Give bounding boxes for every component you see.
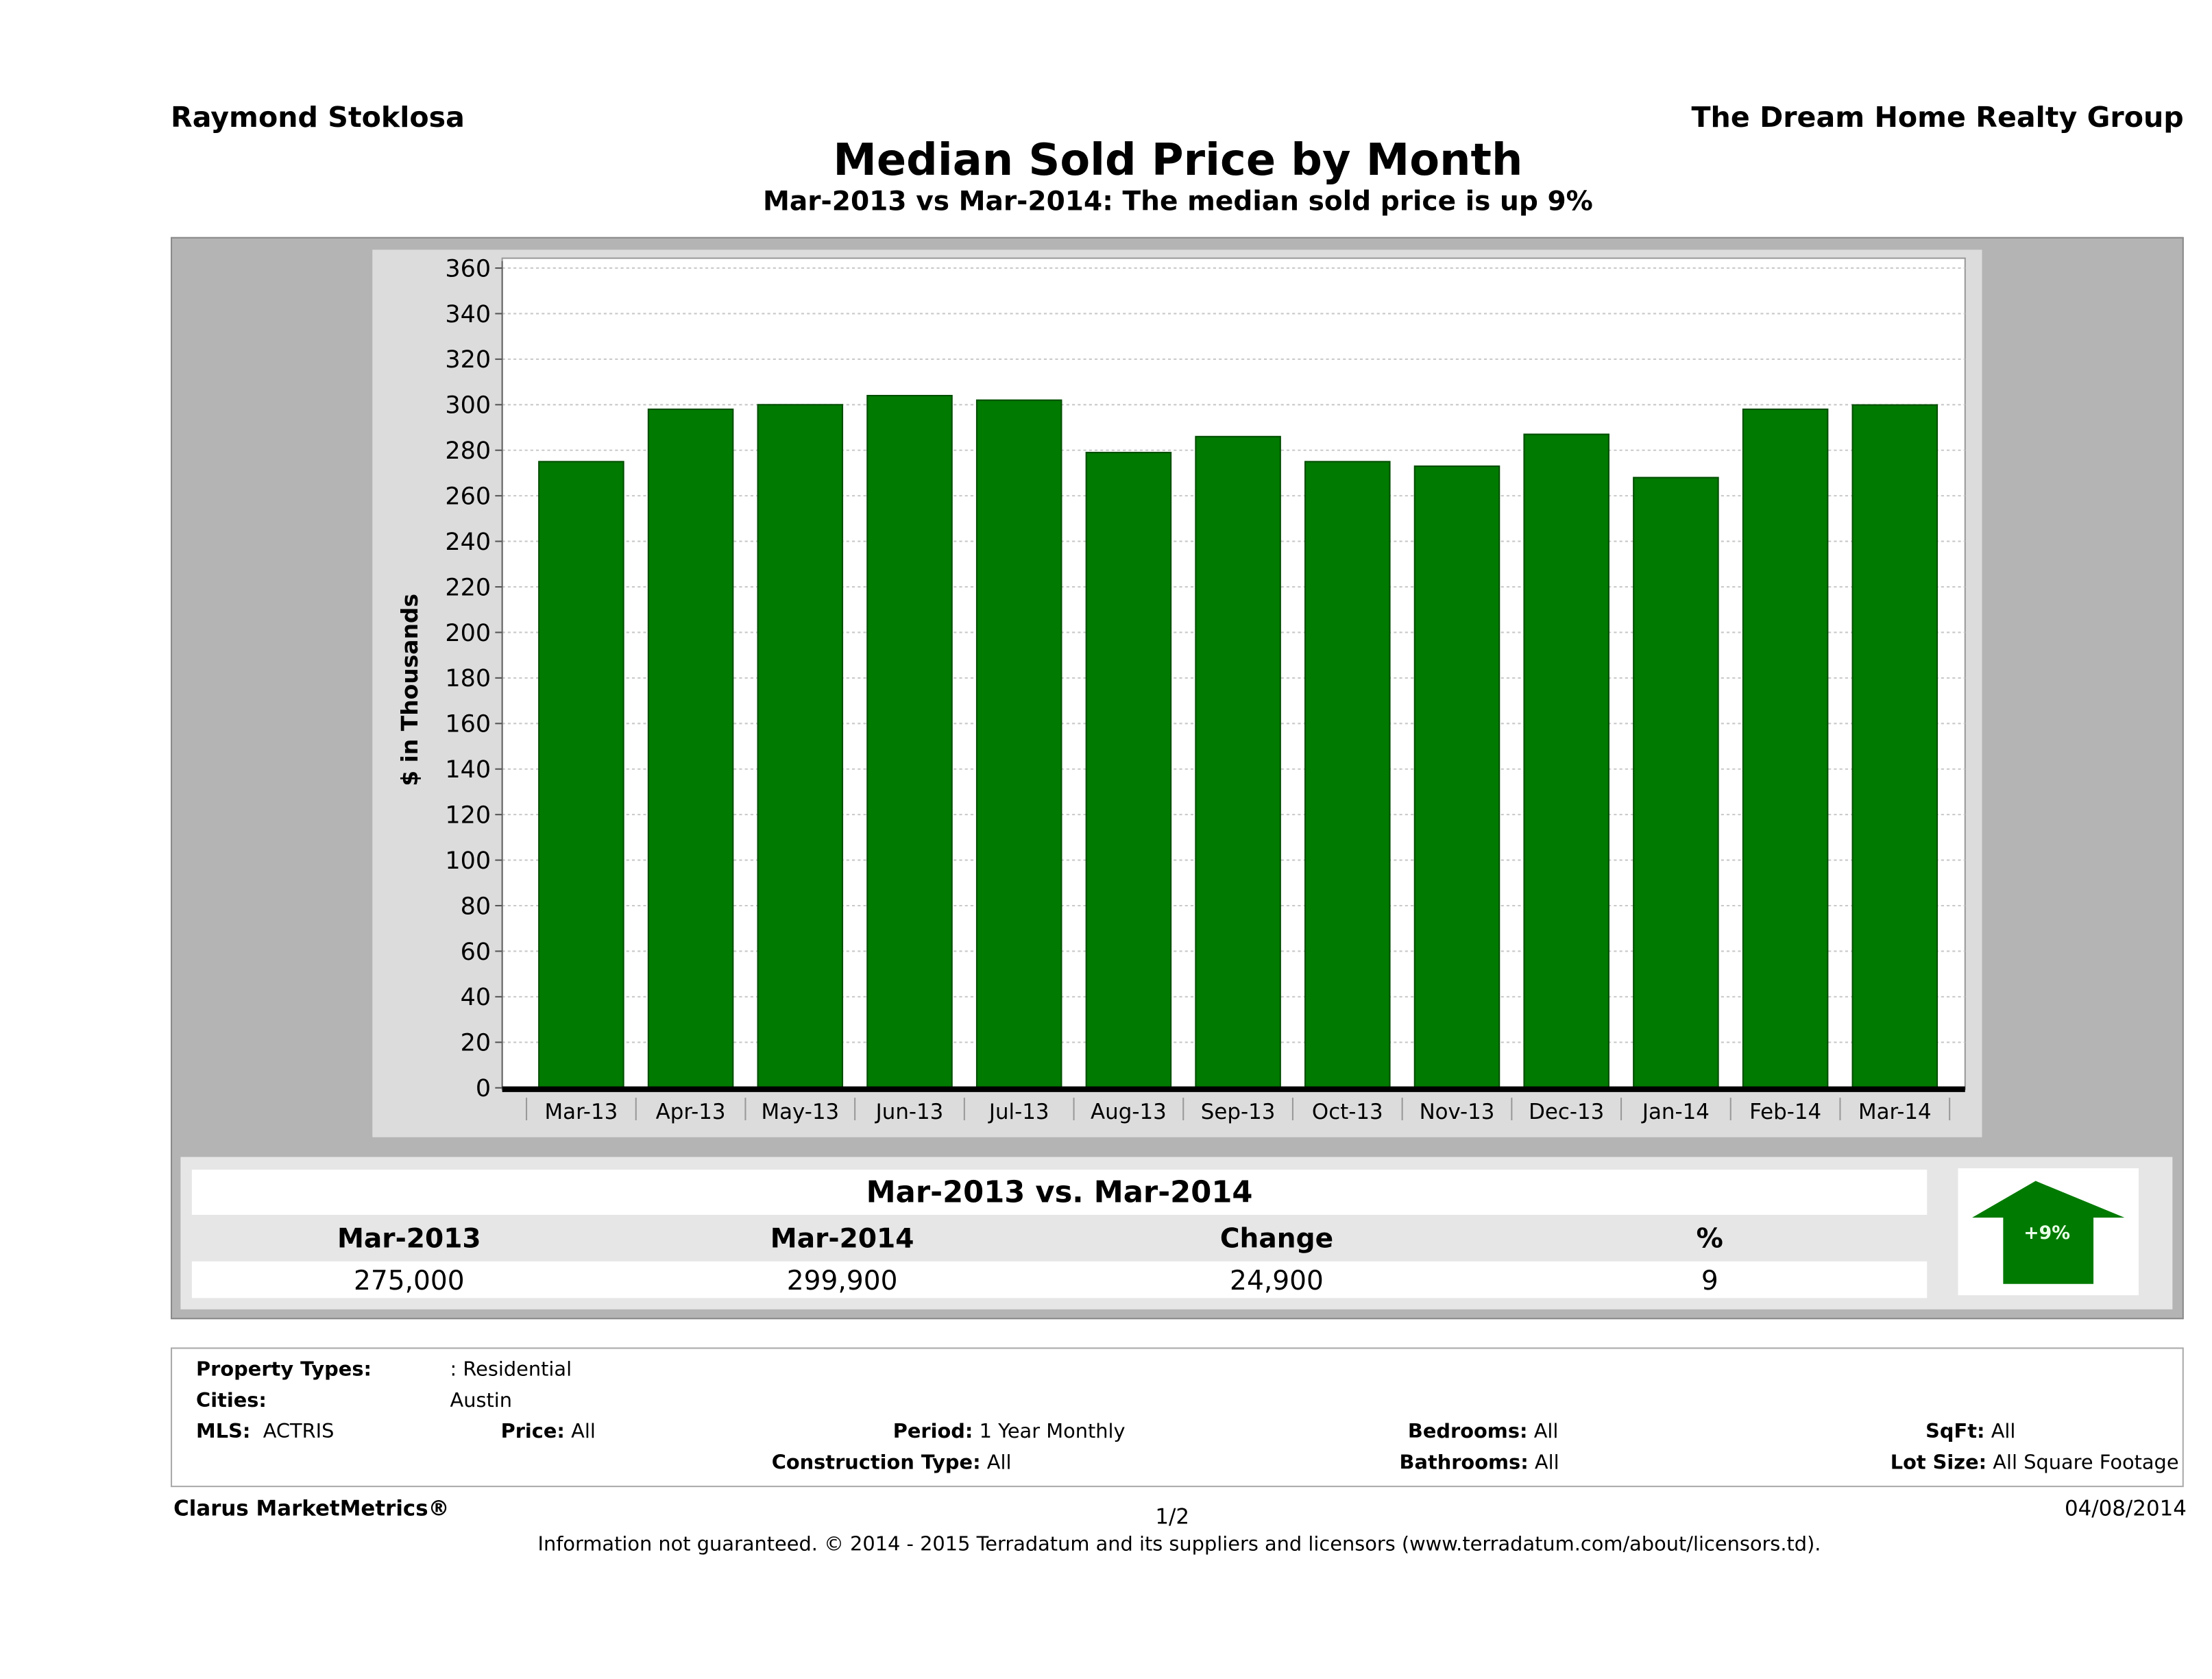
x-tick-label: Oct-13 xyxy=(1312,1100,1383,1124)
filter-bathrooms: All xyxy=(1534,1451,1559,1475)
chart-subtitle: Mar-2013 vs Mar-2014: The median sold pr… xyxy=(762,186,1593,217)
badge-text: +9% xyxy=(2023,1222,2070,1244)
x-tick-label: Jun-13 xyxy=(875,1100,944,1124)
filter-mls: ACTRIS xyxy=(263,1421,335,1444)
y-tick-label: 360 xyxy=(445,255,491,282)
bar-Sep-13 xyxy=(1195,435,1281,1089)
bar-Dec-13 xyxy=(1523,433,1609,1089)
chart-title: Median Sold Price by Month xyxy=(833,135,1523,186)
filter-property-types: : Residential xyxy=(450,1358,572,1381)
y-tick-label: 160 xyxy=(445,711,491,738)
filter-label: Period: xyxy=(892,1421,973,1444)
filter-label: Bathrooms: xyxy=(1399,1451,1529,1475)
filter-bedrooms: All xyxy=(1533,1421,1559,1444)
filter-label: Cities: xyxy=(196,1390,267,1413)
filter-label: SqFt: xyxy=(1925,1421,1985,1444)
summary-value-row: 275,000 299,900 24,900 9 xyxy=(191,1261,1928,1298)
value-change: 24,900 xyxy=(1230,1266,1324,1297)
filter-cities: Austin xyxy=(450,1390,513,1413)
col-header-end: Mar-2014 xyxy=(770,1223,914,1255)
disclaimer: Information not guaranteed. © 2014 - 201… xyxy=(537,1534,1821,1556)
bar-Feb-14 xyxy=(1742,408,1829,1089)
filter-period: 1 Year Monthly xyxy=(979,1421,1126,1444)
x-tick-label: Jul-13 xyxy=(988,1100,1049,1124)
filter-construction: All xyxy=(986,1451,1012,1475)
bar-Apr-13 xyxy=(647,408,734,1089)
filter-label: Bedrooms: xyxy=(1407,1421,1528,1444)
summary-heading: Mar-2013 vs. Mar-2014 xyxy=(191,1170,1928,1215)
y-tick-label: 280 xyxy=(445,437,491,465)
bar-Aug-13 xyxy=(1085,452,1172,1089)
x-tick-label: Aug-13 xyxy=(1091,1100,1167,1124)
x-tick-label: May-13 xyxy=(761,1100,839,1124)
x-tick-label: Jan-14 xyxy=(1641,1100,1710,1124)
agent-name: Raymond Stoklosa xyxy=(171,100,465,134)
change-badge: +9% xyxy=(1958,1168,2139,1296)
y-tick-label: 60 xyxy=(461,939,491,966)
col-header-start: Mar-2013 xyxy=(337,1223,481,1255)
value-end: 299,900 xyxy=(786,1266,898,1297)
y-tick-label: 80 xyxy=(461,893,491,920)
y-tick-label: 320 xyxy=(445,346,491,374)
y-tick-label: 120 xyxy=(445,802,491,830)
col-header-percent: % xyxy=(1696,1223,1723,1255)
y-tick-label: 220 xyxy=(445,574,491,601)
x-tick-label: Sep-13 xyxy=(1201,1100,1276,1124)
y-tick-label: 260 xyxy=(445,483,491,511)
x-tick-label: Dec-13 xyxy=(1529,1100,1604,1124)
bar-Mar-13 xyxy=(538,461,624,1089)
y-tick-label: 300 xyxy=(445,392,491,420)
x-tick-label: Feb-14 xyxy=(1749,1100,1821,1124)
bar-Jul-13 xyxy=(975,399,1062,1089)
filter-label: Price: xyxy=(500,1421,565,1444)
filter-label: Property Types: xyxy=(196,1358,372,1381)
up-arrow-icon: +9% xyxy=(1972,1181,2125,1284)
y-tick-label: 20 xyxy=(461,1030,491,1057)
y-tick-label: 0 xyxy=(476,1075,491,1102)
filter-criteria: Property Types: : Residential Cities: Au… xyxy=(171,1347,2184,1488)
x-tick-label: Mar-13 xyxy=(545,1100,618,1124)
company-name: The Dream Home Realty Group xyxy=(1691,100,2184,134)
bar-Mar-14 xyxy=(1851,404,1938,1089)
summary-header-row: Mar-2013 Mar-2014 Change % xyxy=(191,1216,1928,1260)
brand-name: Clarus MarketMetrics® xyxy=(173,1495,450,1521)
y-tick-label: 180 xyxy=(445,665,491,692)
x-tick-label: Mar-14 xyxy=(1858,1100,1932,1124)
value-start: 275,000 xyxy=(353,1266,465,1297)
filter-lot-size: All Square Footage xyxy=(1993,1451,2179,1475)
bar-May-13 xyxy=(757,404,844,1089)
y-tick-label: 140 xyxy=(445,756,491,784)
bar-chart: 0 20 40 60 80 100 120 140 160 180 200 220 240 260 280 3… xyxy=(396,255,1966,1124)
y-tick-label: 340 xyxy=(445,301,491,328)
bar-Nov-13 xyxy=(1413,465,1500,1089)
x-tick-label: Apr-13 xyxy=(656,1100,726,1124)
y-tick-label: 200 xyxy=(445,620,491,647)
y-tick-label: 240 xyxy=(445,529,491,556)
y-tick-label: 40 xyxy=(461,984,491,1011)
value-percent: 9 xyxy=(1701,1266,1718,1297)
bar-Oct-13 xyxy=(1304,461,1391,1089)
filter-label: Lot Size: xyxy=(1890,1451,1987,1475)
page-number: 1/2 xyxy=(1155,1503,1190,1530)
filter-sqft: All xyxy=(1991,1421,2016,1444)
x-tick-label: Nov-13 xyxy=(1420,1100,1495,1124)
col-header-change: Change xyxy=(1219,1223,1334,1255)
y-tick-label: 100 xyxy=(445,847,491,875)
filter-label: MLS: xyxy=(196,1421,251,1444)
bar-Jan-14 xyxy=(1633,476,1719,1089)
filter-price: All xyxy=(571,1421,596,1444)
y-axis-label: $ in Thousands xyxy=(396,594,423,786)
filter-label: Construction Type: xyxy=(771,1451,981,1475)
report-date: 04/08/2014 xyxy=(2064,1495,2187,1521)
bar-Jun-13 xyxy=(866,394,953,1089)
